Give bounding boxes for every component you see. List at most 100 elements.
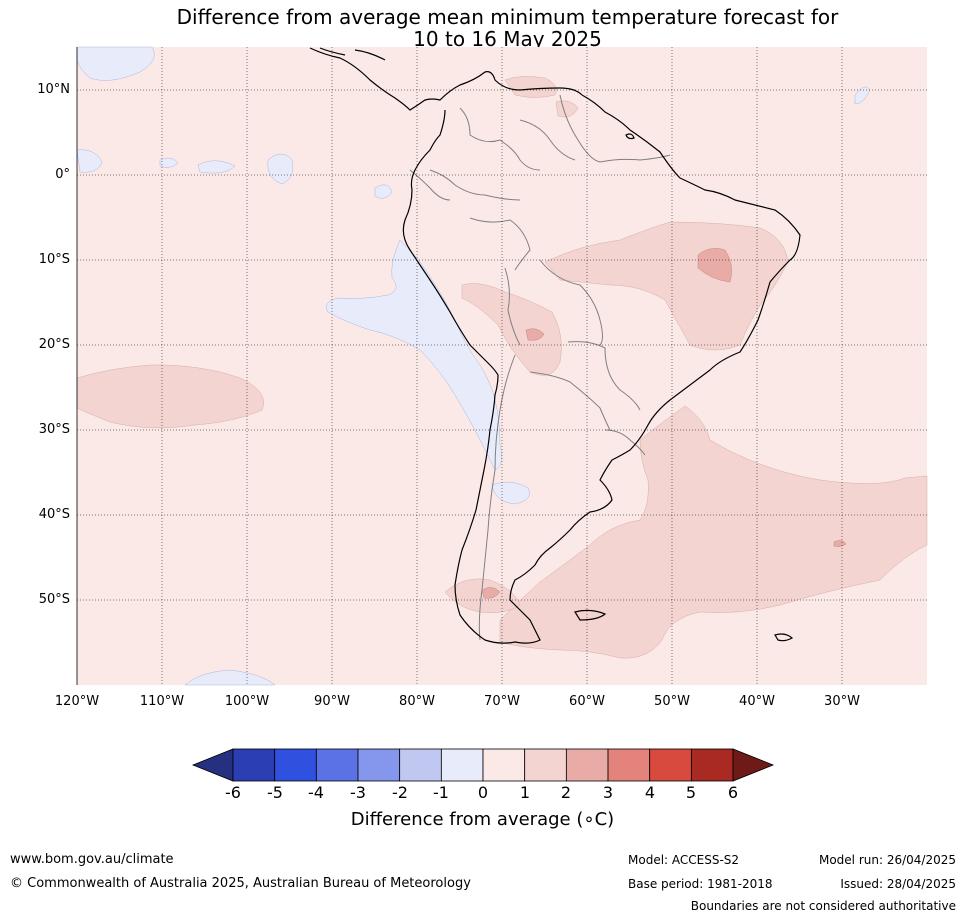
colorbar-cell: [607, 748, 651, 782]
border-argentina-north: [529, 371, 611, 431]
colorbar-cell: [315, 748, 359, 782]
colorbar-cell: [482, 748, 526, 782]
footer-issued: Issued: 28/04/2025: [840, 877, 956, 891]
lon-label-90w: 90°W: [314, 694, 350, 709]
lat-label-30s: 30°S: [38, 422, 70, 437]
warm-region-2-3-bolivia: [525, 328, 545, 341]
colorbar-cell: [690, 748, 734, 782]
trinidad: [625, 133, 635, 140]
colorbar-tick: -2: [392, 783, 408, 802]
lat-label-10s: 10°S: [38, 252, 70, 267]
colorbar-extend-high: [732, 748, 775, 782]
colorbar-cell: [565, 748, 609, 782]
warm-region-2-3-atlantic: [833, 540, 847, 547]
south-america-coast: [402, 94, 801, 644]
border-colombia-peru: [429, 169, 521, 201]
colorbar-cell: [399, 748, 442, 782]
footer-model: Model: ACCESS-S2: [628, 853, 740, 867]
colorbar-cell: [524, 748, 567, 782]
lon-label-30w: 30°W: [824, 694, 860, 709]
border-colombia-venezuela: [459, 107, 541, 171]
colorbar-tick: 2: [560, 783, 572, 802]
central-america-coast: [309, 47, 583, 111]
country-borders: [409, 94, 671, 641]
border-chile-argentina: [478, 354, 516, 641]
cool-region-small-1: [76, 149, 103, 173]
cool-region-bottom: [184, 669, 276, 686]
colorbar-tick: -1: [433, 783, 449, 802]
lat-label-10n: 10°N: [37, 82, 70, 97]
cool-region-small-4: [267, 153, 294, 185]
colorbar-tick: 1: [519, 783, 531, 802]
lat-label-40s: 40°S: [38, 507, 70, 522]
warm-region-2-3-brazil: [697, 248, 732, 283]
lon-label-110w: 110°W: [139, 694, 185, 709]
colorbar-cell: [649, 748, 692, 782]
warm-anomaly-1-2-regions: [76, 76, 928, 659]
warm-region-north: [504, 76, 557, 98]
lat-label-0: 0°: [55, 167, 70, 182]
warm-region-venezuela: [555, 100, 579, 118]
colorbar-tick: -6: [225, 783, 241, 802]
cool-region-south-pacific: [491, 481, 530, 505]
border-brazil-north: [519, 119, 576, 161]
colorbar-tick: -5: [267, 783, 283, 802]
lon-label-70w: 70°W: [484, 694, 520, 709]
colorbar-tick: 5: [685, 783, 697, 802]
border-uruguay: [604, 429, 646, 456]
footer-disclaimer: Boundaries are not considered authoritat…: [690, 899, 956, 913]
south-georgia: [774, 633, 794, 642]
border-paraguay: [567, 341, 641, 411]
cool-region-pacific-coast: [326, 239, 502, 471]
cool-region-nw: [76, 46, 155, 81]
colorbar-label-unit: ∘C): [583, 809, 615, 830]
colorbar-tick: 0: [477, 783, 489, 802]
border-peru-brazil: [469, 217, 531, 271]
forecast-map: [76, 46, 928, 686]
coastlines: [309, 47, 801, 644]
lat-label-20s: 20°S: [38, 337, 70, 352]
lon-label-120w: 120°W: [54, 694, 100, 709]
border-bolivia-brazil: [539, 259, 603, 346]
footer-website: www.bom.gov.au/climate: [10, 852, 174, 867]
colorbar-tick: 6: [727, 783, 739, 802]
colorbar-tick: 4: [644, 783, 656, 802]
warm-region-south-atlantic: [499, 405, 928, 659]
colorbar-tick: -3: [350, 783, 366, 802]
graticule: [77, 47, 927, 685]
colorbar-label-text: Difference from average (: [350, 809, 584, 830]
lon-label-100w: 100°W: [224, 694, 270, 709]
warm-anomaly-2-3-regions: [481, 248, 847, 599]
colorbar-cell: [274, 748, 317, 782]
lon-label-80w: 80°W: [399, 694, 435, 709]
cool-anomaly-regions: [76, 46, 871, 686]
cool-region-small-2: [159, 157, 179, 168]
lon-label-50w: 50°W: [654, 694, 690, 709]
colorbar-label: Difference from average (∘C): [0, 809, 965, 830]
footer-copyright: © Commonwealth of Australia 2025, Austra…: [10, 876, 471, 891]
falklands: [574, 609, 607, 621]
warm-region-bolivia: [461, 283, 562, 376]
lon-label-60w: 60°W: [569, 694, 605, 709]
border-ecuador: [409, 169, 451, 201]
colorbar-tick: 3: [602, 783, 614, 802]
cool-region-small-3: [197, 160, 236, 174]
colorbar-cells: [191, 748, 775, 782]
map-title-line-1: Difference from average mean minimum tem…: [176, 5, 839, 29]
lon-label-40w: 40°W: [739, 694, 775, 709]
border-peru-bolivia: [504, 267, 521, 346]
warm-region-pacific-west: [76, 364, 264, 429]
colorbar-extend-low: [191, 748, 234, 782]
caribbean-islands: [319, 47, 386, 61]
colorbar-cell: [357, 748, 401, 782]
colorbar-cell: [440, 748, 484, 782]
footer-model-run: Model run: 26/04/2025: [818, 853, 956, 867]
colorbar-tick: -4: [308, 783, 324, 802]
warm-region-2-3-patagonia: [481, 587, 501, 599]
border-venezuela-guyana: [559, 94, 671, 163]
colorbar-cell: [232, 748, 276, 782]
lat-label-50s: 50°S: [38, 592, 70, 607]
warm-region-patagonia: [444, 578, 521, 613]
cool-region-small-5: [374, 184, 393, 199]
